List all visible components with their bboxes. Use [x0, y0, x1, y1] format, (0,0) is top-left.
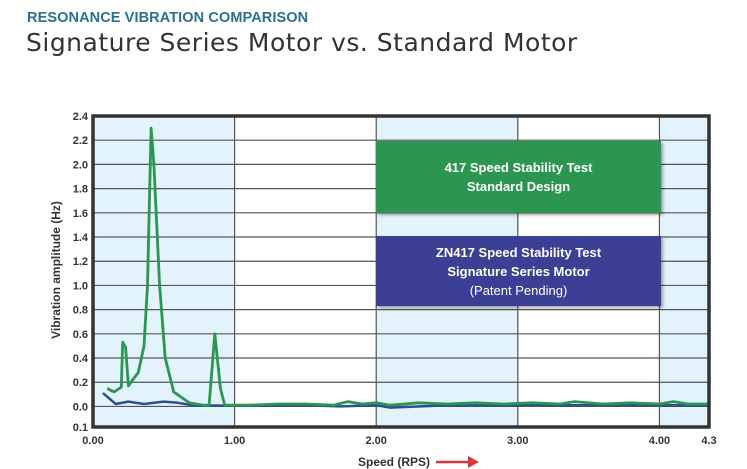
legend-signature-line2: Signature Series Motor	[447, 263, 590, 279]
series-line-standard	[106, 126, 709, 407]
legend-signature-line1: ZN417 Speed Stability Test	[435, 244, 602, 260]
legend-standard-line1: 417 Speed Stability Test	[444, 160, 593, 175]
shaded-band	[93, 116, 235, 427]
x-tick-label: 4.00	[649, 435, 670, 447]
x-tick-label: 2.00	[366, 435, 387, 447]
legend-signature-line3: (Patent Pending)	[469, 282, 568, 298]
y-tick-label: 2.2	[73, 135, 88, 147]
y-axis-label: Vibration amplitude (Hz)	[49, 201, 63, 339]
legend-standard-line2: Standard Design	[466, 179, 571, 194]
y-tick-label: 1.6	[73, 208, 88, 220]
y-tick-label: 0.0	[73, 401, 88, 413]
y-tick-label: 1.4	[73, 232, 89, 244]
y-tick-label: 2.0	[73, 159, 88, 171]
x-tick-label: 4.3	[701, 435, 716, 447]
x-tick-label: 1.00	[224, 435, 245, 447]
plot-border	[91, 114, 711, 429]
y-tick-label: 0.2	[73, 377, 88, 389]
y-tick-label: 1.8	[73, 184, 88, 196]
y-tick-label: 0.8	[73, 305, 88, 317]
shaded-band	[659, 116, 709, 427]
y-tick-label: 0.6	[73, 329, 88, 341]
y-tick-label: 1.2	[73, 256, 88, 268]
y-tick-label: 0.4	[73, 353, 89, 365]
y-tick-label: 1.0	[73, 280, 88, 292]
x-axis-label: Speed (RPS)	[358, 455, 430, 469]
y-tick-label: 2.4	[73, 111, 89, 123]
y-tick-label: 0.1	[73, 422, 88, 434]
chart-title: Signature Series Motor vs. Standard Moto…	[26, 28, 578, 57]
legend-standard: 417 Speed Stability Test Standard Design	[376, 141, 661, 213]
arrow-icon	[436, 456, 479, 468]
x-tick-label: 0.00	[82, 435, 103, 447]
legend-signature: ZN417 Speed Stability Test Signature Ser…	[376, 236, 661, 306]
chart-kicker: RESONANCE VIBRATION COMPARISON	[27, 10, 309, 26]
x-tick-label: 3.00	[507, 435, 528, 447]
